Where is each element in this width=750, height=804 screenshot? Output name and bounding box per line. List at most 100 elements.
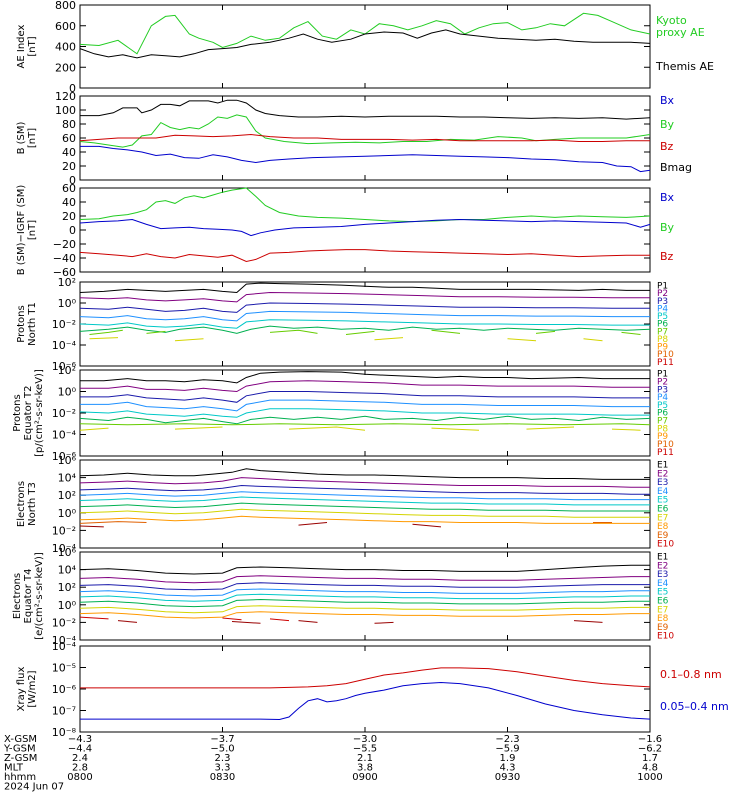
panel-frame [79, 95, 651, 181]
y-axis-label: Xray flux [16, 667, 27, 712]
legend-label: E1 [657, 460, 668, 470]
orbit-row-value: −5.0 [210, 744, 234, 755]
legend-label: E6 [657, 504, 669, 514]
series-line-p5 [79, 319, 650, 329]
y-tick-label: 10⁻⁶ [52, 450, 77, 463]
panel-frame [79, 459, 651, 549]
y-axis-label: Protons [12, 394, 23, 431]
legend-label: proxy AE [656, 26, 705, 39]
orbit-row-value: −3.7 [210, 734, 234, 745]
y-axis-label: North T3 [27, 482, 38, 526]
y-tick-label: 10⁻⁴ [52, 640, 77, 653]
y-axis-label: Equator T4 [23, 569, 34, 624]
series-line-e10 [412, 523, 442, 528]
legend-label: Bz [660, 140, 674, 153]
series-line-e10 [298, 522, 328, 526]
y-axis-label: [p/(cm²-s-sr-keV)] [34, 369, 45, 457]
y-axis-label: [e/(cm²-s-sr-keV)] [34, 552, 45, 640]
legend-label: P11 [657, 448, 674, 458]
legend-label: E7 [657, 513, 668, 523]
series-line-e9 [269, 618, 290, 622]
y-tick-label: 200 [55, 61, 76, 74]
legend-label: E9 [657, 623, 669, 633]
orbit-row-value: −5.9 [495, 744, 519, 755]
series-line-e2 [79, 575, 650, 584]
series-line-e8 [79, 611, 650, 619]
legend-label: P8 [657, 424, 668, 434]
series-line-kyoto-proxy-ae [79, 12, 651, 55]
y-axis-label: [nT] [27, 36, 38, 56]
series-line-p1 [80, 371, 650, 384]
legend-label: P9 [657, 343, 668, 353]
series-line-e10 [298, 620, 318, 623]
series-line-p1 [79, 282, 650, 294]
series-line-p7 [345, 330, 375, 335]
y-tick-label: 120 [55, 90, 76, 103]
y-tick-label: 100 [55, 104, 76, 117]
series-line-p8 [526, 426, 575, 430]
orbit-row-value: 2.3 [215, 753, 231, 764]
legend-label: P3 [657, 297, 668, 307]
orbit-row-value: 1.7 [642, 753, 658, 764]
series-line-e5 [79, 496, 650, 506]
series-line-p7 [79, 423, 651, 426]
legend-label: E6 [657, 596, 669, 606]
y-tick-label: 10² [58, 489, 76, 502]
series-line-p7 [621, 331, 641, 335]
series-line-p4 [79, 310, 650, 322]
series-line-p3 [80, 391, 650, 403]
series-line-0-1-0-8-nm [80, 667, 651, 689]
y-tick-label: 400 [55, 41, 76, 54]
y-tick-label: 600 [55, 20, 76, 33]
panel-frame [79, 551, 651, 641]
legend-label: P4 [657, 304, 668, 314]
series-line-e9 [79, 521, 147, 524]
orbit-row-label: MLT [4, 763, 24, 774]
y-tick-label: 10⁻⁴ [52, 339, 77, 352]
y-tick-label: 20 [62, 160, 76, 173]
y-tick-label: 10⁻² [52, 407, 76, 420]
series-line-e6 [79, 598, 650, 608]
orbit-row-value: 0900 [352, 772, 377, 783]
legend-label: E10 [657, 540, 674, 550]
legend-label: 0.05–0.4 nm [660, 700, 729, 713]
legend-label: Bx [660, 191, 675, 204]
series-line-e9 [222, 617, 242, 621]
legend-label: P11 [657, 358, 674, 368]
series-line-bz [79, 249, 650, 263]
series-line-p6 [79, 415, 651, 425]
legend-label: E9 [657, 531, 669, 541]
legend-label: E5 [657, 588, 668, 598]
y-tick-label: 10⁶ [58, 546, 77, 559]
y-tick-label: −20 [53, 238, 76, 251]
series-line-0-05-0-4-nm [80, 681, 651, 721]
series-line-e8 [79, 515, 650, 524]
legend-label: P2 [657, 377, 668, 387]
y-tick-label: 80 [62, 118, 76, 131]
y-tick-label: 800 [55, 0, 76, 12]
y-tick-label: 10² [58, 364, 76, 377]
series-line-themis-ae [79, 29, 651, 59]
series-line-e3 [79, 484, 650, 495]
y-tick-label: 10⁻⁴ [52, 634, 77, 647]
series-line-p8 [89, 337, 119, 340]
series-line-e1 [79, 564, 650, 575]
series-line-e6 [79, 502, 650, 512]
orbit-row-value: 1.9 [500, 753, 516, 764]
y-tick-label: 0 [69, 224, 76, 237]
series-line-by [79, 114, 651, 148]
legend-label: E4 [657, 579, 669, 589]
legend-label: E4 [657, 487, 669, 497]
orbit-row-label: X-GSM [4, 734, 37, 745]
series-line-p7 [269, 329, 318, 334]
y-tick-label: 0 [69, 82, 76, 95]
y-axis-label: Electrons [16, 481, 27, 527]
y-tick-label: 10⁰ [58, 599, 77, 612]
series-line-p6 [79, 325, 651, 334]
legend-label: E8 [657, 614, 669, 624]
series-line-e10 [231, 621, 261, 624]
y-tick-label: 10⁻² [52, 616, 76, 629]
legend-label: E3 [657, 478, 668, 488]
legend-label: P8 [657, 335, 668, 345]
legend-label: E2 [657, 561, 668, 571]
